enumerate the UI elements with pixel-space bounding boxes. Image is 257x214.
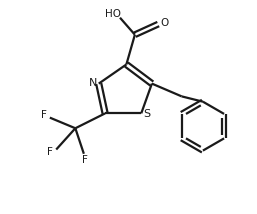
Text: F: F bbox=[41, 110, 47, 120]
Text: F: F bbox=[47, 147, 53, 157]
Text: HO: HO bbox=[105, 9, 121, 19]
Text: S: S bbox=[144, 109, 151, 119]
Text: F: F bbox=[82, 155, 88, 165]
Text: N: N bbox=[89, 77, 97, 88]
Text: O: O bbox=[160, 18, 168, 28]
